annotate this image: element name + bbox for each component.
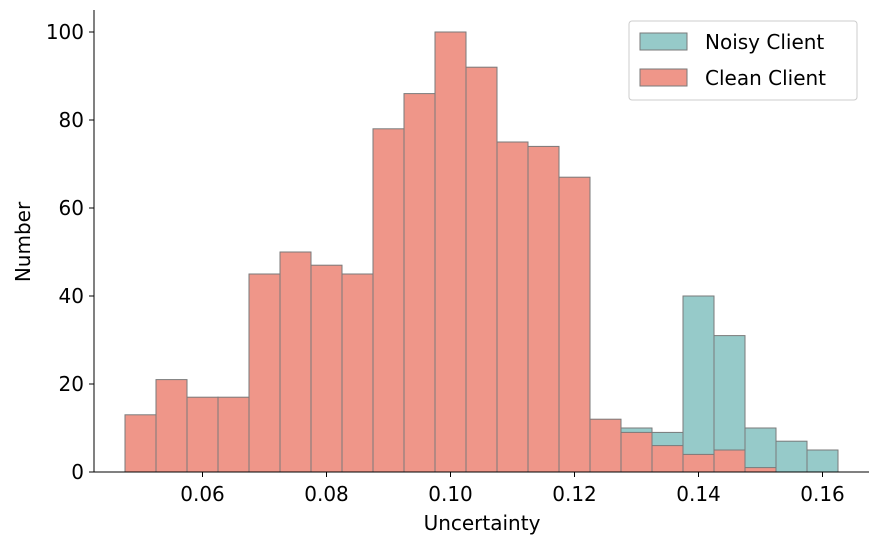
legend-label-clean-client: Clean Client	[705, 66, 826, 90]
bar-clean-client-16	[620, 431, 653, 473]
y-tick-label: 60	[59, 196, 84, 220]
bar-clean-client-3	[217, 396, 250, 473]
y-tick-label: 20	[59, 372, 84, 396]
legend: Noisy Client Clean Client	[628, 20, 858, 101]
x-tick-label: 0.16	[800, 482, 845, 506]
bar-clean-client-10	[434, 31, 467, 473]
x-axis-title: Uncertainty	[424, 511, 541, 535]
y-axis-ticks: 0 20 40 60 80 100	[46, 20, 94, 484]
x-axis-ticks: 0.06 0.08 0.10 0.12 0.14 0.16	[180, 472, 845, 506]
bar-clean-client-5	[279, 251, 312, 473]
axes-layer	[93, 10, 869, 473]
y-tick-label: 40	[59, 284, 84, 308]
y-tick-label: 80	[59, 108, 84, 132]
y-axis-title: Number	[11, 201, 35, 282]
bar-clean-client-2	[186, 396, 219, 473]
bar-clean-client-7	[341, 273, 374, 473]
bar-clean-client-15	[589, 418, 622, 473]
legend-swatch-noisy-client	[639, 32, 688, 51]
bar-clean-client-8	[372, 128, 405, 473]
x-tick-label: 0.06	[180, 482, 225, 506]
x-tick-label: 0.10	[428, 482, 473, 506]
bar-clean-client-9	[403, 93, 436, 473]
x-tick-label: 0.08	[304, 482, 349, 506]
bar-clean-client-12	[496, 141, 529, 473]
y-tick-label: 0	[71, 460, 84, 484]
bar-clean-client-19	[713, 449, 746, 473]
bar-clean-client-0	[124, 414, 157, 473]
legend-label-noisy-client: Noisy Client	[705, 30, 824, 54]
bar-clean-client-13	[527, 145, 560, 473]
x-tick-label: 0.12	[552, 482, 597, 506]
bar-clean-client-6	[310, 264, 343, 473]
bar-clean-client-4	[248, 273, 281, 473]
y-tick-label: 100	[46, 20, 84, 44]
bar-clean-client-1	[155, 379, 188, 473]
bar-noisy-client-2	[682, 295, 715, 473]
bar-noisy-client-5	[775, 440, 808, 473]
bar-clean-client-14	[558, 176, 591, 473]
bar-clean-client-11	[465, 66, 498, 473]
bar-clean-client-17	[651, 445, 684, 473]
bar-noisy-client-3	[713, 335, 746, 473]
x-tick-label: 0.14	[676, 482, 721, 506]
bar-clean-client-18	[682, 453, 715, 473]
bars-layer	[124, 31, 839, 473]
bar-clean-client-20	[744, 467, 777, 473]
bar-noisy-client-6	[806, 449, 839, 473]
legend-swatch-clean-client	[639, 68, 688, 87]
bar-noisy-client-4	[744, 427, 777, 473]
